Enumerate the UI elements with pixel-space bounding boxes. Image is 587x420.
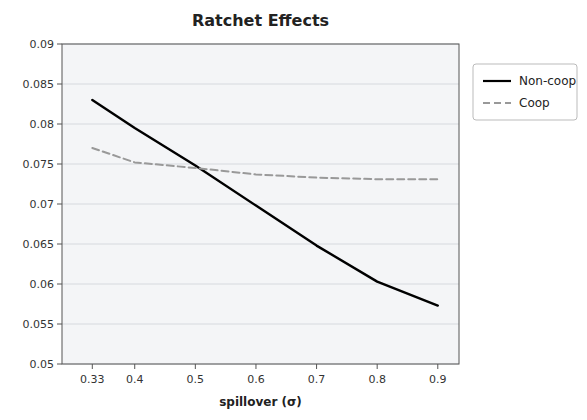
grid-line bbox=[62, 124, 459, 125]
x-tick bbox=[437, 364, 438, 369]
x-tick bbox=[255, 364, 256, 369]
y-tick bbox=[57, 44, 62, 45]
y-tick-label: 0.07 bbox=[30, 198, 55, 211]
x-tick bbox=[316, 364, 317, 369]
y-tick bbox=[57, 124, 62, 125]
x-tick bbox=[195, 364, 196, 369]
legend: Non-coop Coop bbox=[473, 64, 577, 120]
y-tick bbox=[57, 364, 62, 365]
y-tick-label: 0.05 bbox=[30, 358, 55, 371]
grid-line bbox=[62, 324, 459, 325]
x-tick-label: 0.33 bbox=[80, 373, 105, 386]
plot-background bbox=[62, 44, 459, 364]
plot-frame bbox=[62, 44, 459, 364]
grid-line bbox=[62, 164, 459, 165]
chart: 0.33 0.4 0.5 0.6 0.7 0.8 0.9 0.05 0.055 0.06 0.065… bbox=[0, 0, 587, 420]
axes: 0.33 0.4 0.5 0.6 0.7 0.8 0.9 0.05 0.055 0.06 0.065… bbox=[23, 38, 447, 386]
legend-swatch bbox=[483, 80, 511, 82]
x-tick bbox=[134, 364, 135, 369]
y-tick-label: 0.06 bbox=[30, 278, 55, 291]
y-tick-label: 0.055 bbox=[23, 318, 55, 331]
x-tick-label: 0.6 bbox=[247, 373, 265, 386]
y-tick bbox=[57, 324, 62, 325]
grid-line bbox=[62, 84, 459, 85]
x-tick bbox=[92, 364, 93, 369]
x-tick-label: 0.5 bbox=[187, 373, 205, 386]
grid bbox=[62, 44, 459, 364]
legend-box bbox=[473, 64, 577, 120]
title: Ratchet Effects bbox=[192, 11, 329, 30]
y-tick bbox=[57, 204, 62, 205]
series-line bbox=[92, 148, 437, 179]
grid-line bbox=[62, 244, 459, 245]
legend-label: Coop bbox=[519, 96, 550, 110]
x-axis-label: spillover (σ) bbox=[219, 395, 302, 409]
y-tick-label: 0.08 bbox=[30, 118, 55, 131]
x-tick-label: 0.4 bbox=[126, 373, 144, 386]
y-tick bbox=[57, 164, 62, 165]
y-tick bbox=[57, 84, 62, 85]
y-tick bbox=[57, 244, 62, 245]
series-line bbox=[92, 100, 437, 306]
y-tick-label: 0.075 bbox=[23, 158, 55, 171]
x-tick-label: 0.8 bbox=[368, 373, 386, 386]
legend-label: Non-coop bbox=[519, 74, 576, 88]
x-tick bbox=[377, 364, 378, 369]
y-tick-label: 0.09 bbox=[30, 38, 55, 51]
y-tick-label: 0.085 bbox=[23, 78, 55, 91]
grid-line bbox=[62, 284, 459, 285]
grid-line bbox=[62, 204, 459, 205]
legend-swatch bbox=[483, 102, 511, 104]
x-tick-label: 0.9 bbox=[429, 373, 447, 386]
y-tick bbox=[57, 284, 62, 285]
series-group bbox=[92, 100, 437, 306]
y-tick-label: 0.065 bbox=[23, 238, 55, 251]
x-tick-label: 0.7 bbox=[308, 373, 326, 386]
